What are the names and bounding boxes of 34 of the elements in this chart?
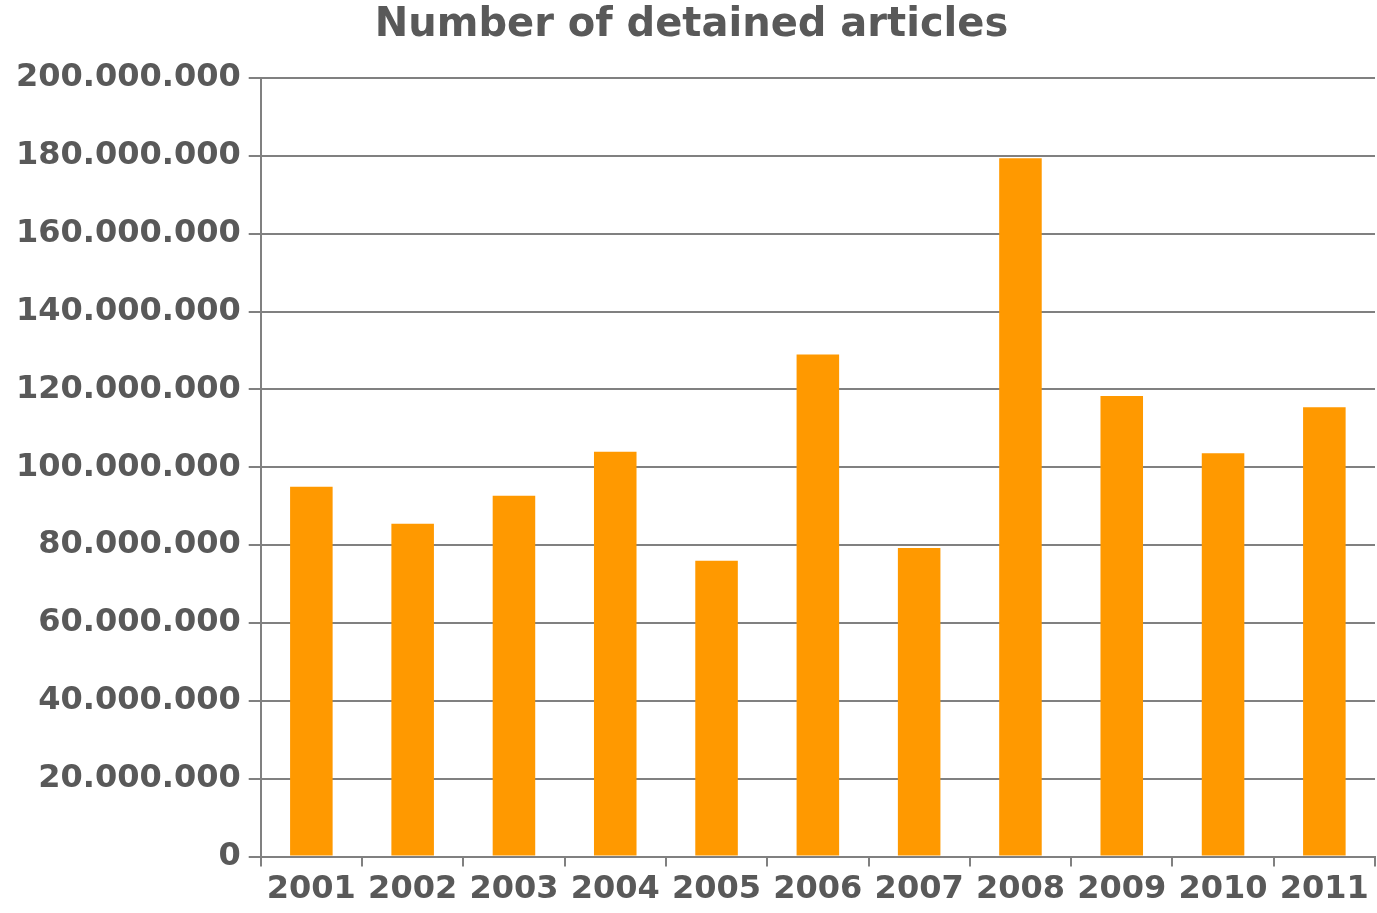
- bar: [593, 451, 637, 856]
- chart-title: Number of detained articles: [374, 0, 1009, 46]
- bar: [492, 495, 536, 856]
- y-tick-label: 60.000.000: [38, 601, 241, 640]
- x-tick-label: 2006: [773, 868, 863, 907]
- bar: [1100, 396, 1144, 856]
- bar: [897, 547, 941, 856]
- x-tick-label: 2011: [1279, 868, 1369, 907]
- y-tick-label: 160.000.000: [16, 212, 241, 251]
- bar: [1201, 453, 1245, 856]
- y-tick-label: 40.000.000: [38, 679, 241, 718]
- y-tick-label: 120.000.000: [16, 367, 241, 406]
- x-tick-label: 2008: [975, 868, 1065, 907]
- x-tick-label: 2005: [672, 868, 762, 907]
- y-tick-label: 80.000.000: [38, 523, 241, 562]
- y-tick-label: 20.000.000: [38, 757, 241, 796]
- y-tick-label: 100.000.000: [16, 445, 241, 484]
- bar: [1303, 407, 1346, 856]
- x-tick-label: 2003: [469, 868, 559, 907]
- bar: [999, 158, 1042, 856]
- y-tick-label: 180.000.000: [16, 134, 241, 173]
- bar: [391, 523, 434, 856]
- x-tick-label: 2001: [266, 868, 356, 907]
- x-tick-label: 2010: [1178, 868, 1268, 907]
- bar: [695, 560, 738, 856]
- x-tick-label: 2004: [570, 868, 660, 907]
- y-tick-label: 0: [218, 834, 241, 873]
- x-tick-label: 2007: [874, 868, 964, 907]
- x-tick-label: 2009: [1077, 868, 1167, 907]
- x-tick-label: 2002: [368, 868, 458, 907]
- y-tick-label: 200.000.000: [16, 56, 241, 95]
- bar: [290, 486, 333, 856]
- y-tick-label: 140.000.000: [16, 289, 241, 328]
- bar: [796, 354, 840, 856]
